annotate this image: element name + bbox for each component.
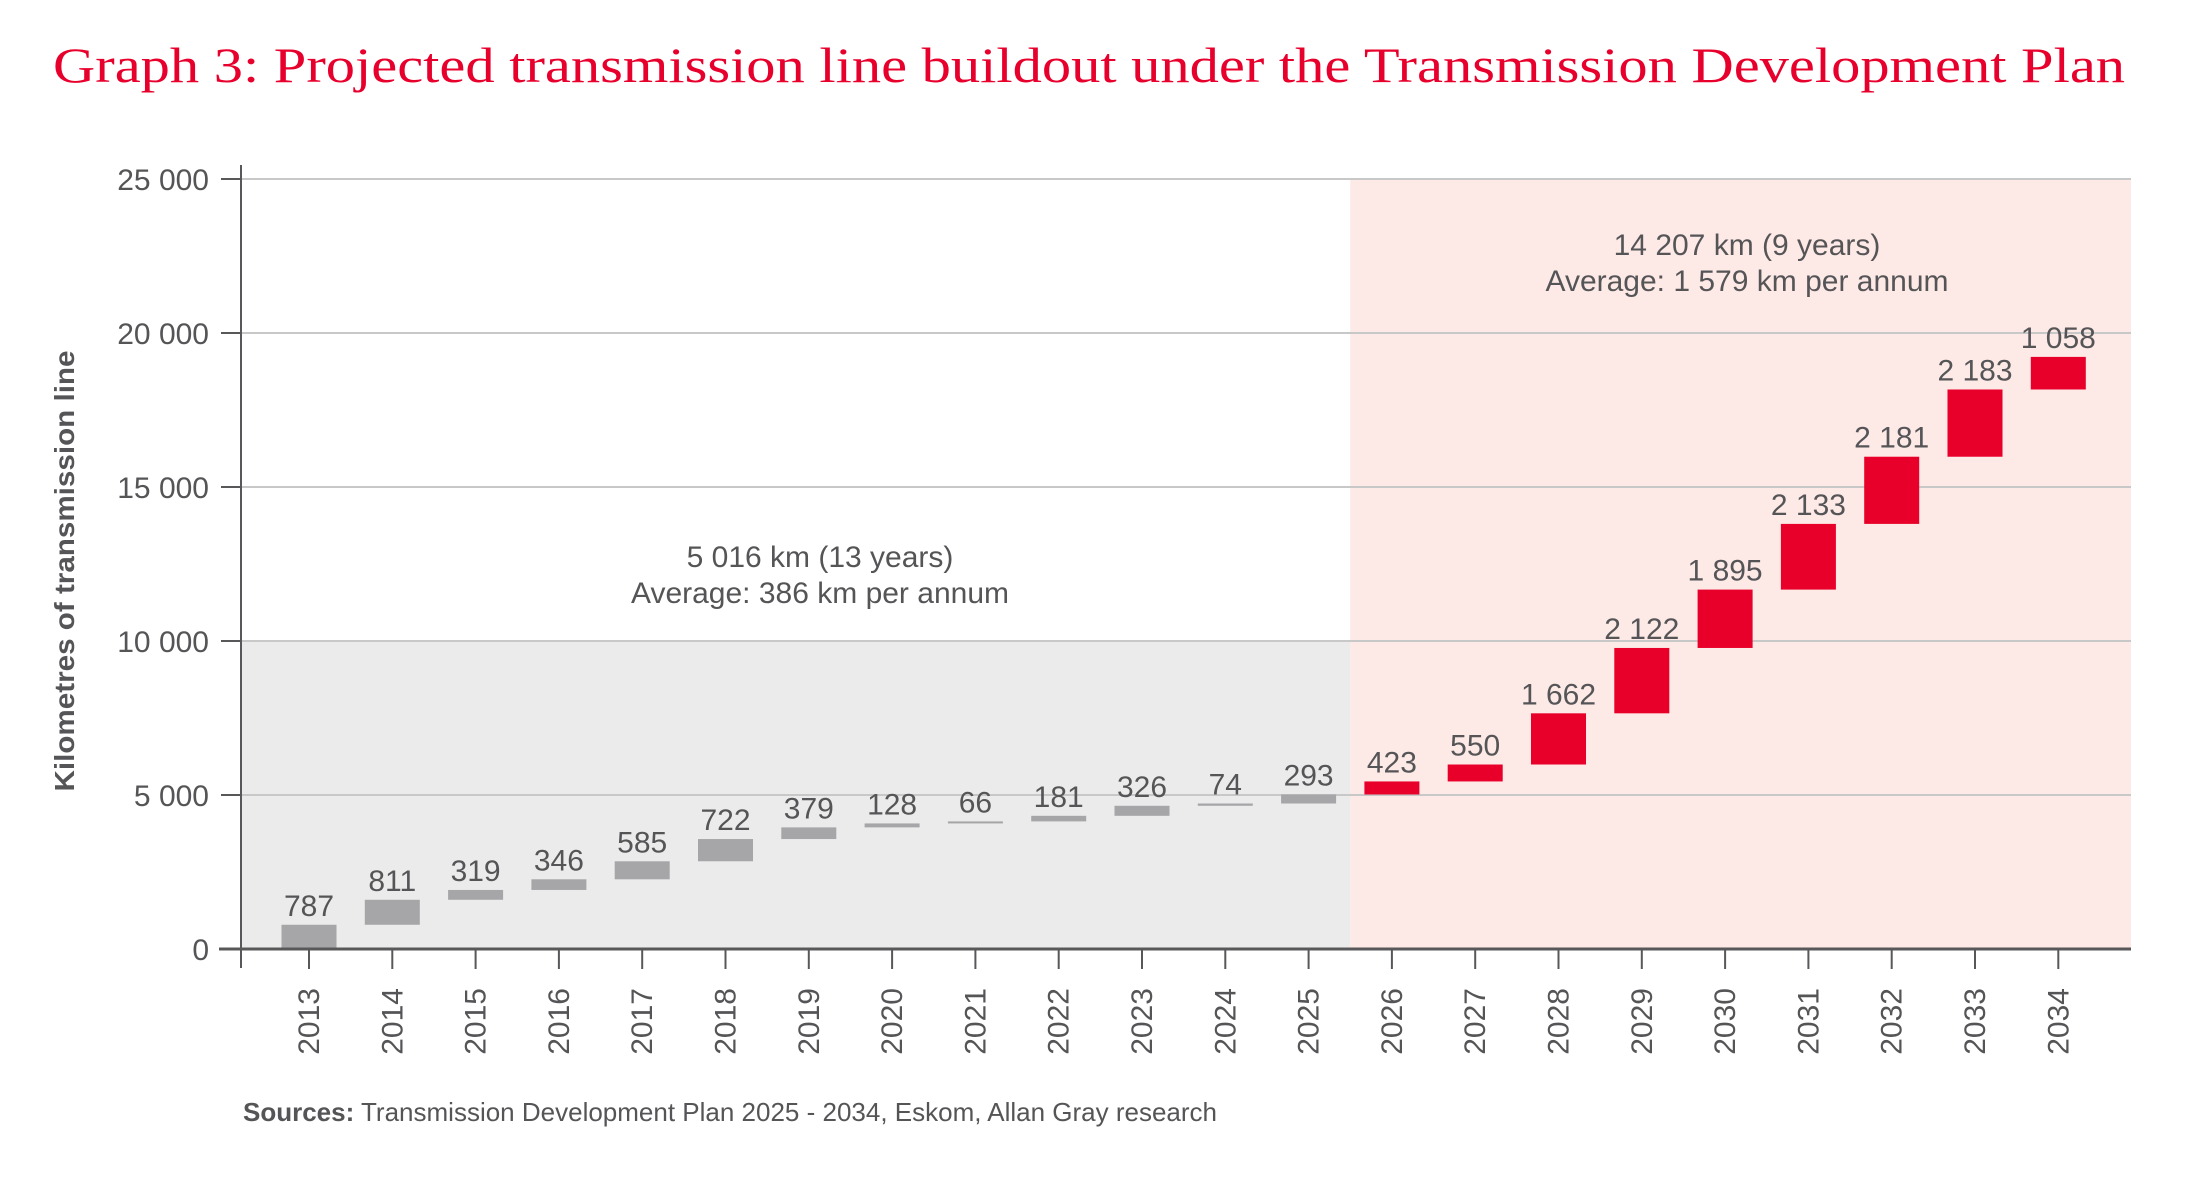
bar-2027 [1447,764,1503,782]
x-tick-label-2020: 2020 [876,988,909,1055]
data-label-2017: 585 [617,826,667,859]
x-tick-label-2023: 2023 [1126,988,1159,1055]
historical-annotation-line: 5 016 km (13 years) [687,541,954,574]
y-axis-label: Kilometres of transmission line [49,351,80,792]
x-tick-label-2021: 2021 [959,988,992,1055]
sources-note: Sources: Transmission Development Plan 2… [243,1097,1217,1127]
x-tick-label-2014: 2014 [376,988,409,1055]
x-tick-label-2026: 2026 [1376,988,1409,1055]
bar-2015 [448,889,504,900]
x-tick-label-2022: 2022 [1043,988,1076,1055]
bar-2018 [698,839,753,862]
historical-annotation-line: Average: 386 km per annum [631,577,1009,610]
data-label-2024: 74 [1209,769,1242,802]
bar-2029 [1614,647,1670,714]
data-label-2025: 293 [1284,759,1334,792]
bar-2028 [1531,713,1586,765]
x-tick-label-2018: 2018 [710,988,743,1055]
bar-2016 [531,879,587,890]
data-label-2033: 2 183 [1937,354,2012,387]
data-label-2021: 66 [959,786,992,819]
bar-2034 [2030,356,2086,390]
x-tick-label-2032: 2032 [1876,988,1909,1055]
data-label-2019: 379 [784,792,834,825]
data-label-2020: 128 [867,788,917,821]
bar-2032 [1864,456,1920,524]
bar-2017 [614,861,670,880]
y-tick-label: 0 [192,934,209,967]
bar-2014 [364,899,420,925]
x-tick-label-2027: 2027 [1459,988,1492,1055]
data-label-2027: 550 [1450,730,1500,763]
x-tick-label-2015: 2015 [460,988,493,1055]
x-tick-label-2028: 2028 [1543,988,1576,1055]
data-label-2023: 326 [1117,771,1167,804]
sources-label: Sources: [243,1097,354,1127]
data-label-2031: 2 133 [1771,489,1846,522]
projected-region-bg [1350,179,2131,949]
region-annotations: 5 016 km (13 years)Average: 386 km per a… [631,229,1949,610]
bar-2031 [1780,523,1836,590]
data-label-2016: 346 [534,844,584,877]
bar-2013 [281,924,337,949]
y-tick-label: 5 000 [134,780,209,813]
bar-2020 [864,823,920,828]
data-label-2015: 319 [451,855,501,888]
bar-2026 [1364,781,1420,795]
x-tick-label-2017: 2017 [626,988,659,1055]
bars: 787 811 319 346 585 722 379 128 66 181 326 74 293 423… [281,322,2096,949]
bar-2030 [1697,589,1753,648]
projected-annotation-line: 14 207 km (9 years) [1614,229,1881,262]
chart-title: Graph 3: Projected transmission line bui… [53,37,2125,93]
data-label-2018: 722 [700,804,750,837]
axes: 0 5 000 10 000 15 000 20 000 25 000 2013 2014 20… [117,164,2131,1055]
data-label-2028: 1 662 [1521,678,1596,711]
x-tick-label-2013: 2013 [293,988,326,1055]
bar-2033 [1947,389,2003,457]
sources-text: Transmission Development Plan 2025 - 203… [354,1097,1217,1127]
y-tick-label: 20 000 [117,318,209,351]
data-label-2014: 811 [368,865,416,898]
projected-annotation-line: Average: 1 579 km per annum [1545,265,1948,298]
y-tick-label: 10 000 [117,626,209,659]
gridlines [241,178,2131,796]
x-tick-label-2029: 2029 [1626,988,1659,1055]
data-label-2013: 787 [284,890,334,923]
data-label-2022: 181 [1034,781,1084,814]
y-tick-label: 25 000 [117,164,209,197]
y-tick-label: 15 000 [117,472,209,505]
data-label-2029: 2 122 [1604,613,1679,646]
x-tick-label-2024: 2024 [1209,988,1242,1055]
bar-2021 [947,821,1003,824]
x-tick-label-2034: 2034 [2042,988,2075,1055]
bar-2024 [1197,803,1253,806]
bar-2025 [1281,794,1337,804]
data-label-2034: 1 058 [2021,322,2096,355]
x-tick-label-2033: 2033 [1959,988,1992,1055]
x-tick-label-2031: 2031 [1792,988,1825,1055]
x-tick-label-2025: 2025 [1293,988,1326,1055]
data-label-2026: 423 [1367,746,1417,779]
bar-2023 [1114,805,1170,816]
bar-2019 [781,827,837,840]
x-tick-label-2019: 2019 [793,988,826,1055]
x-tick-label-2030: 2030 [1709,988,1742,1055]
x-tick-label-2016: 2016 [543,988,576,1055]
bar-2022 [1031,815,1087,822]
data-label-2030: 1 895 [1688,555,1763,588]
data-label-2032: 2 181 [1854,422,1929,455]
